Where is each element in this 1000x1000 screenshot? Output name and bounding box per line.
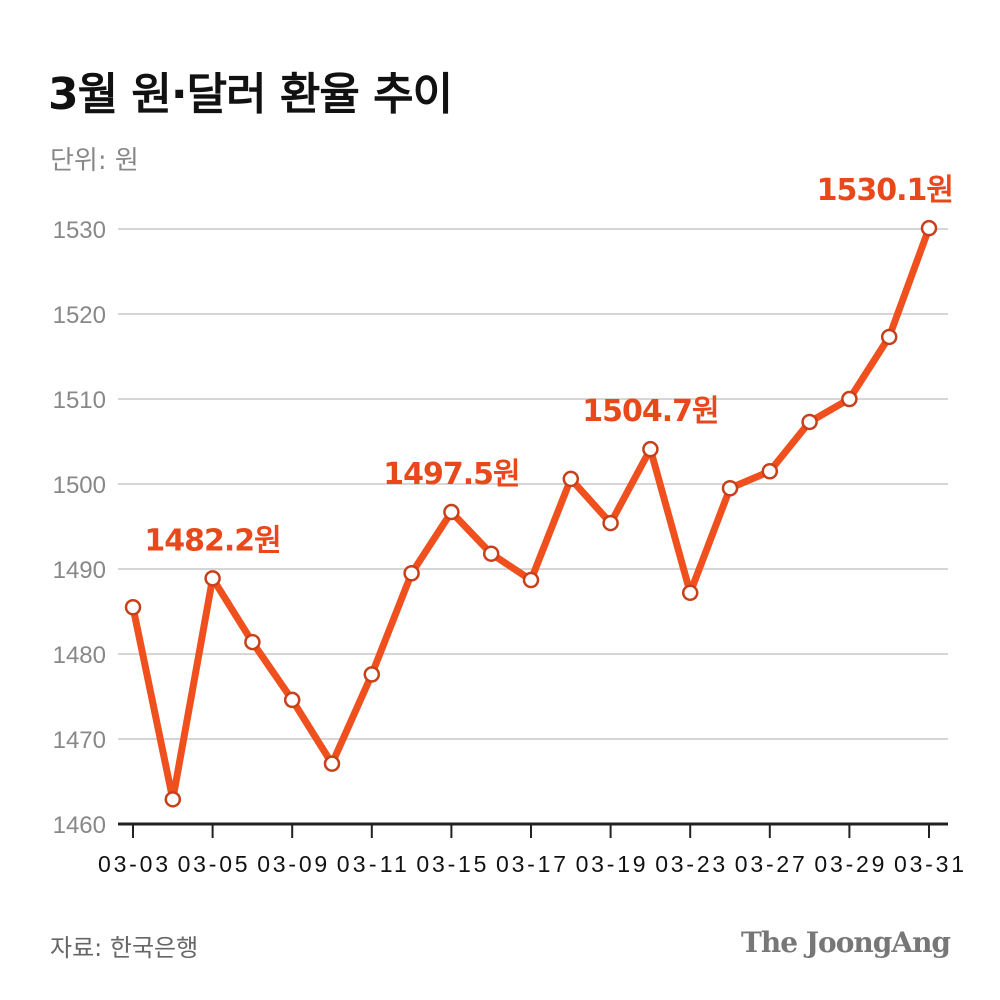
x-tick-label: 03-15 <box>416 851 486 877</box>
data-point <box>164 791 182 808</box>
y-tick-label: 1490 <box>53 557 106 584</box>
data-point <box>522 571 540 589</box>
x-tick-label: 03-03 <box>98 851 168 877</box>
data-point <box>841 390 858 408</box>
data-label: 1530.1원 <box>817 173 953 208</box>
y-tick-label: 1510 <box>53 387 106 414</box>
source-label: 자료: 한국은행 <box>50 934 199 962</box>
unit-label: 단위: 원 <box>50 146 139 176</box>
data-point <box>602 514 619 532</box>
data-point <box>880 328 898 346</box>
data-point <box>403 565 420 582</box>
data-label: 1497.5원 <box>383 457 519 492</box>
data-point <box>642 440 659 458</box>
y-tick-label: 1520 <box>53 302 106 329</box>
x-tick-label: 03-23 <box>655 851 725 877</box>
data-point <box>204 570 221 587</box>
data-point <box>363 666 381 683</box>
y-tick-label: 1470 <box>53 727 106 754</box>
x-tick-label: 03-11 <box>337 851 407 877</box>
x-tick-label: 03-17 <box>496 851 566 877</box>
x-tick-label: 03-05 <box>178 851 248 877</box>
data-point <box>124 599 142 616</box>
x-tick-label: 03-19 <box>576 851 646 877</box>
y-tick-label: 1500 <box>53 472 106 499</box>
y-tick-label: 1460 <box>53 812 106 839</box>
data-point <box>244 633 261 651</box>
x-tick-label: 03-27 <box>735 851 805 877</box>
y-tick-label: 1480 <box>53 642 106 669</box>
x-tick-label: 03-09 <box>257 851 327 877</box>
data-label: 1504.7원 <box>582 394 718 429</box>
data-point <box>443 503 460 521</box>
data-point <box>761 463 779 480</box>
data-point <box>283 691 301 709</box>
data-point <box>323 755 341 772</box>
x-tick-label: 03-29 <box>814 851 884 877</box>
data-point <box>920 219 938 237</box>
data-point <box>721 480 739 497</box>
data-point <box>801 413 818 431</box>
data-point <box>482 545 500 562</box>
data-point <box>681 584 699 602</box>
chart-title: 3월 원·달러 환율 추이 <box>48 69 453 120</box>
data-point <box>562 470 580 488</box>
x-tick-label: 03-31 <box>894 851 964 877</box>
y-tick-label: 1530 <box>53 217 106 244</box>
data-label: 1482.2원 <box>144 523 280 558</box>
publisher-logo: The JoongAng <box>741 926 951 959</box>
